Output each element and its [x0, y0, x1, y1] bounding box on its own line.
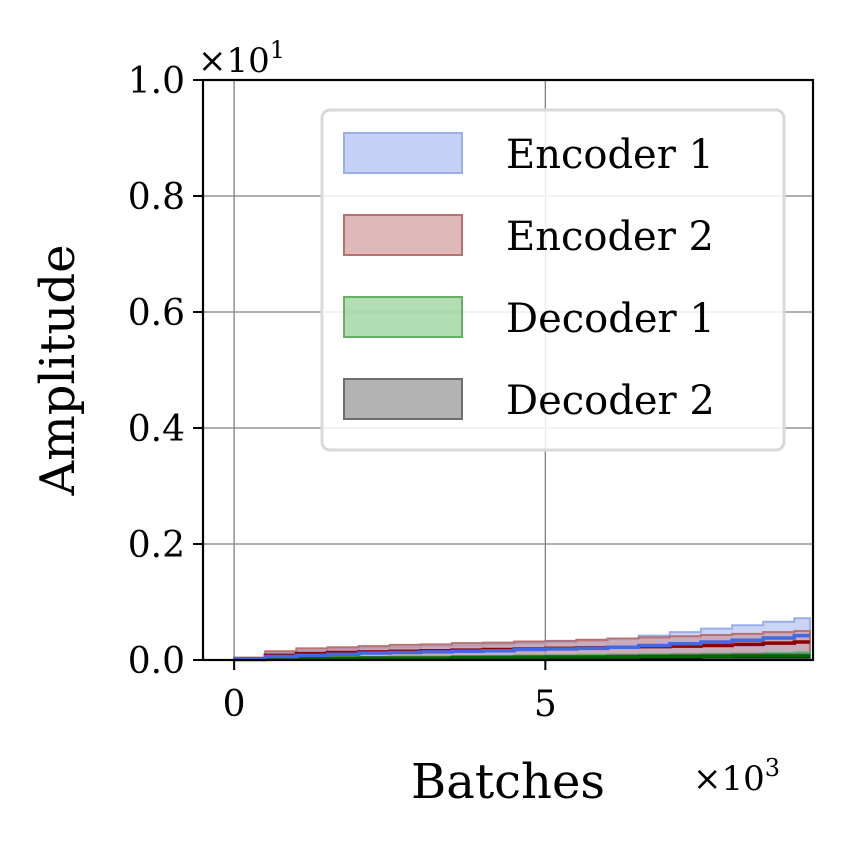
y-axis-label: Amplitude: [30, 245, 86, 497]
y-tick-label-3: 0.6: [128, 293, 185, 334]
line-decoder-1: [234, 654, 810, 662]
y-tick-label-5: 1.0: [128, 61, 185, 102]
x-tick-label-1: 5: [534, 684, 557, 725]
y-tick-label-0: 0.0: [128, 641, 185, 682]
ticks: 0 5 0.0 0.2 0.4 0.6 0.8 1.0: [128, 61, 557, 725]
legend-swatch-encoder-1: [343, 132, 463, 174]
y-tick-label-1: 0.2: [128, 525, 185, 566]
x-axis-multiplier: ×103: [693, 754, 780, 799]
legend-label-encoder-1: Encoder 1: [506, 132, 714, 178]
plot-frame: [201, 78, 815, 662]
legend-swatch-encoder-2: [343, 214, 463, 256]
legend-label-decoder-2: Decoder 2: [506, 378, 715, 424]
series-lines: [234, 633, 810, 662]
x-axis-label: Batches: [411, 754, 605, 810]
x-tick-label-0: 0: [223, 684, 246, 725]
legend: Encoder 1 Encoder 2 Decoder 1 Decoder 2: [320, 108, 786, 452]
y-axis-multiplier: ×101: [198, 36, 285, 81]
legend-swatch-decoder-2: [343, 378, 463, 420]
legend-label-encoder-2: Encoder 2: [506, 214, 714, 260]
y-tick-label-4: 0.8: [128, 177, 185, 218]
legend-swatch-decoder-1: [343, 296, 463, 338]
legend-label-decoder-1: Decoder 1: [506, 296, 715, 342]
line-encoder-1: [234, 633, 810, 661]
y-tick-label-2: 0.4: [128, 409, 185, 450]
legend-box: [320, 108, 786, 452]
